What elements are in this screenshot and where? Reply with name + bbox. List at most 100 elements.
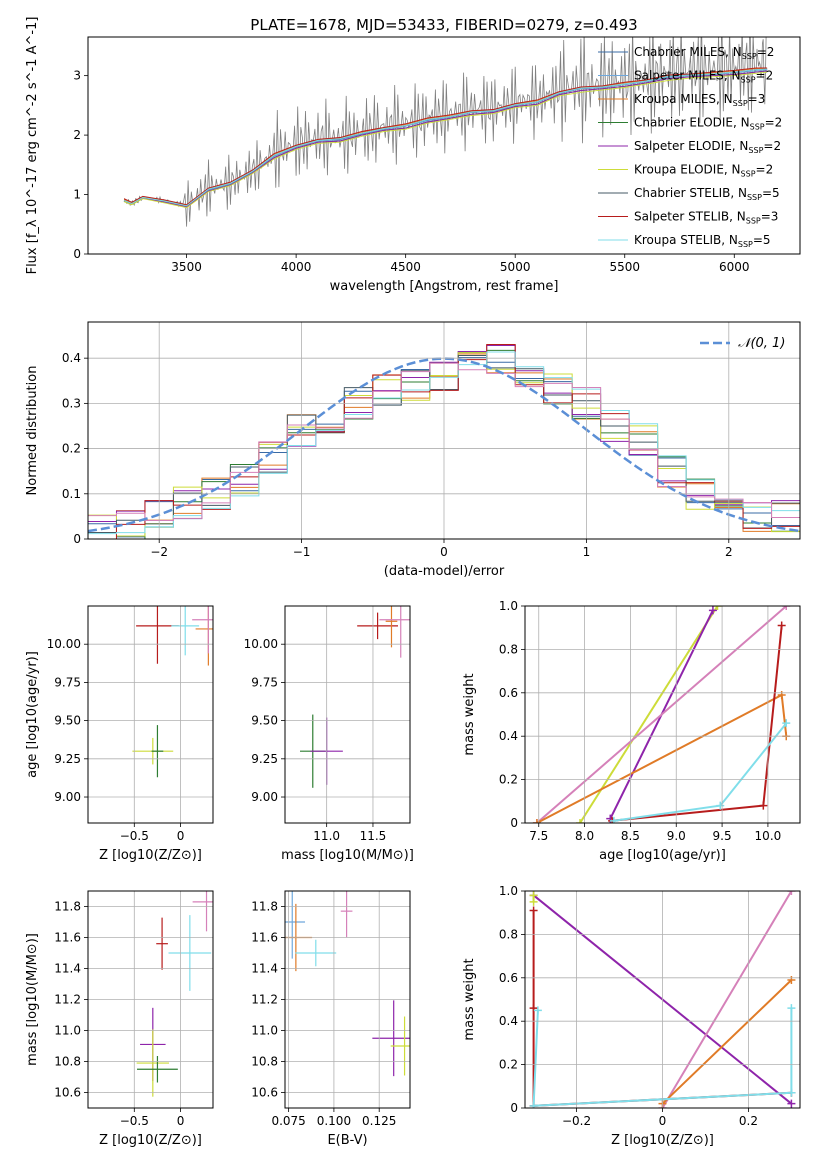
weight-marker <box>609 816 618 823</box>
x-axis-label: mass [log10(M/M⊙)] <box>281 848 414 863</box>
weight-marker <box>708 606 717 615</box>
weight-marker <box>782 606 791 610</box>
weight-line <box>611 625 783 822</box>
panel-age-vs-Z <box>84 605 214 827</box>
plot-frame <box>87 605 214 824</box>
y-tick-label: 2 <box>73 128 81 142</box>
x-tick-label: 9.5 <box>713 829 732 843</box>
legend-entry: Salpeter ELODIE, NSSP=2 <box>634 139 781 155</box>
x-tick-label: 0 <box>659 1114 667 1128</box>
x-tick-label: 4000 <box>281 260 312 274</box>
weight-marker <box>713 606 722 610</box>
plot-frame <box>87 36 801 255</box>
panel-spectrum <box>84 36 801 258</box>
plot-area <box>300 606 410 788</box>
y-tick-label: 1.0 <box>499 599 518 613</box>
weight-marker <box>759 801 768 810</box>
x-axis-label: Z [log10(Z/Z⊙)] <box>99 1133 202 1148</box>
y-tick-label: 3 <box>73 69 81 83</box>
weight-marker <box>787 1088 796 1097</box>
y-tick-label: 9.25 <box>54 752 81 766</box>
plot-area <box>285 891 410 1077</box>
panel-weight-vs-Z <box>521 890 801 1112</box>
y-tick-label: 11.8 <box>251 900 278 914</box>
y-tick-label: 9.50 <box>54 714 81 728</box>
y-tick-label: 0.3 <box>62 396 81 410</box>
y-tick-label: 11.6 <box>54 931 81 945</box>
y-tick-label: 1.0 <box>499 884 518 898</box>
plot-frame <box>87 321 801 540</box>
model-line <box>123 68 768 207</box>
x-axis-label: E(B-V) <box>327 1133 367 1148</box>
y-axis-label: mass [log10(M/M⊙)] <box>25 933 40 1066</box>
panel-weight-vs-age <box>521 605 801 827</box>
y-tick-label: 11.2 <box>54 993 81 1007</box>
weight-marker <box>576 819 584 823</box>
legend-entry: Salpeter MILES, NSSP=2 <box>634 69 773 85</box>
plot-frame <box>284 605 411 824</box>
legend-entry: Chabrier MILES, NSSP=2 <box>634 45 774 61</box>
plot-area <box>132 606 213 778</box>
x-axis-label: (data-model)/error <box>384 564 505 579</box>
weight-marker <box>532 819 541 823</box>
y-tick-label: 0.4 <box>62 351 81 365</box>
weight-marker <box>529 897 538 906</box>
weight-line <box>579 606 719 823</box>
y-tick-label: 11.0 <box>251 1024 278 1038</box>
weight-marker <box>787 1004 796 1013</box>
x-tick-label: 0 <box>177 1114 185 1128</box>
x-tick-label: 0.125 <box>362 1114 396 1128</box>
weight-marker <box>529 1101 538 1108</box>
y-tick-label: 0.8 <box>499 927 518 941</box>
model-line <box>123 70 768 208</box>
panel-age-vs-mass <box>281 605 411 827</box>
y-tick-label: 9.25 <box>251 752 278 766</box>
y-tick-label: 10.8 <box>54 1055 81 1069</box>
y-tick-label: 11.8 <box>54 900 81 914</box>
x-axis-label: Z [log10(Z/Z⊙)] <box>99 848 202 863</box>
weight-marker <box>777 621 786 630</box>
y-tick-label: 11.6 <box>251 931 278 945</box>
x-axis-label: wavelength [Angstrom, rest frame] <box>330 279 559 294</box>
x-tick-label: 0 <box>177 829 185 843</box>
legend-entry: Kroupa STELIB, NSSP=5 <box>634 233 771 249</box>
y-tick-label: 1 <box>73 188 81 202</box>
x-tick-label: 9.0 <box>667 829 686 843</box>
weight-marker <box>787 891 796 895</box>
weight-marker <box>782 719 791 728</box>
x-tick-label: 5000 <box>500 260 531 274</box>
x-tick-label: 10.0 <box>755 829 782 843</box>
legend-entry: Chabrier STELIB, NSSP=5 <box>634 186 780 202</box>
legend-entry: Salpeter STELIB, NSSP=3 <box>634 210 778 226</box>
panel-mass-vs-EBV <box>281 890 411 1112</box>
x-tick-label: 1 <box>583 545 591 559</box>
chart-title: PLATE=1678, MJD=53433, FIBERID=0279, z=0… <box>250 16 637 34</box>
x-tick-label: 7.5 <box>529 829 548 843</box>
panel-mass-vs-Z <box>84 890 214 1112</box>
y-tick-label: 11.0 <box>54 1024 81 1038</box>
y-tick-label: 10.8 <box>251 1055 278 1069</box>
weight-marker <box>777 690 786 699</box>
y-tick-label: 0.2 <box>499 773 518 787</box>
y-tick-label: 0.8 <box>499 642 518 656</box>
y-tick-label: 0 <box>73 247 81 261</box>
x-tick-label: −2 <box>150 545 168 559</box>
x-tick-label: 8.5 <box>621 829 640 843</box>
y-tick-label: 9.50 <box>251 714 278 728</box>
y-tick-label: 9.00 <box>251 790 278 804</box>
weight-marker <box>716 801 725 810</box>
model-line <box>123 71 768 209</box>
y-tick-label: 10.6 <box>251 1086 278 1100</box>
x-tick-label: −0.5 <box>120 1114 149 1128</box>
y-axis-label: mass weight <box>462 958 477 1040</box>
x-tick-label: 8.0 <box>575 829 594 843</box>
x-axis-label: age [log10(age/yr)] <box>599 848 726 863</box>
legend-entry: Chabrier ELODIE, NSSP=2 <box>634 116 782 132</box>
y-tick-label: 0.4 <box>499 1014 518 1028</box>
y-axis-label: Normed distribution <box>25 366 40 496</box>
observed-spectrum <box>123 37 767 227</box>
legend-entry: Kroupa ELODIE, NSSP=2 <box>634 163 773 179</box>
x-tick-label: 6000 <box>719 260 750 274</box>
y-tick-label: 11.4 <box>251 962 278 976</box>
x-tick-label: 0.075 <box>271 1114 305 1128</box>
